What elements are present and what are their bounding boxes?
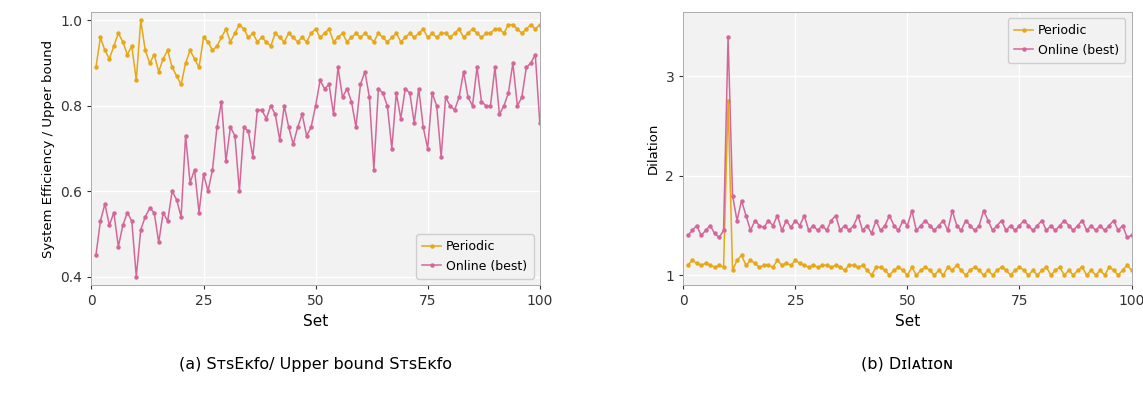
Periodic [721, 99, 735, 104]
Line: Periodic: Periodic [686, 100, 1133, 277]
Periodic [519, 27, 533, 31]
Online (best) [322, 82, 336, 87]
Text: (b) Dɪlᴀtɪᴏɴ: (b) Dɪlᴀtɪᴏɴ [862, 357, 953, 372]
Online (best) [721, 34, 735, 39]
Online (best) [89, 253, 103, 258]
Online (best) [129, 274, 143, 279]
Text: (a) SᴛsEᴋfᴏ/ Upper bound SᴛsEᴋfᴏ: (a) SᴛsEᴋfᴏ/ Upper bound SᴛsEᴋfᴏ [179, 357, 453, 372]
Periodic [865, 273, 879, 278]
Periodic [681, 263, 695, 268]
Periodic [919, 265, 933, 270]
Online (best) [197, 172, 210, 177]
Online (best) [919, 218, 933, 223]
Periodic [1111, 273, 1125, 278]
Online (best) [712, 235, 726, 240]
Periodic [174, 82, 187, 87]
Online (best) [358, 69, 371, 74]
Y-axis label: System Efficiency / Upper bound: System Efficiency / Upper bound [42, 40, 55, 257]
Legend: Periodic, Online (best): Periodic, Online (best) [1008, 18, 1126, 63]
Periodic [327, 39, 341, 44]
Periodic [506, 22, 520, 27]
Online (best) [178, 133, 192, 138]
Line: Online (best): Online (best) [686, 35, 1133, 239]
Periodic [789, 258, 802, 263]
Online (best) [1097, 228, 1111, 233]
Online (best) [954, 228, 968, 233]
Online (best) [533, 120, 546, 125]
Periodic [954, 268, 968, 272]
Periodic [1097, 273, 1111, 278]
Line: Online (best): Online (best) [95, 53, 542, 278]
Y-axis label: Dilation: Dilation [647, 123, 660, 174]
X-axis label: Set: Set [303, 314, 328, 329]
Periodic [1125, 268, 1138, 272]
Online (best) [681, 233, 695, 238]
Periodic [183, 48, 197, 53]
X-axis label: Set: Set [895, 314, 920, 329]
Online (best) [528, 52, 542, 57]
Online (best) [515, 95, 529, 100]
Online (best) [1125, 233, 1138, 238]
Online (best) [793, 223, 807, 228]
Periodic [134, 18, 147, 23]
Online (best) [502, 91, 515, 95]
Periodic [362, 35, 376, 40]
Periodic [89, 65, 103, 70]
Online (best) [775, 228, 789, 233]
Online (best) [1111, 228, 1125, 233]
Periodic [201, 39, 215, 44]
Periodic [533, 22, 546, 27]
Periodic [770, 258, 784, 263]
Legend: Periodic, Online (best): Periodic, Online (best) [416, 234, 534, 279]
Line: Periodic: Periodic [95, 19, 542, 86]
